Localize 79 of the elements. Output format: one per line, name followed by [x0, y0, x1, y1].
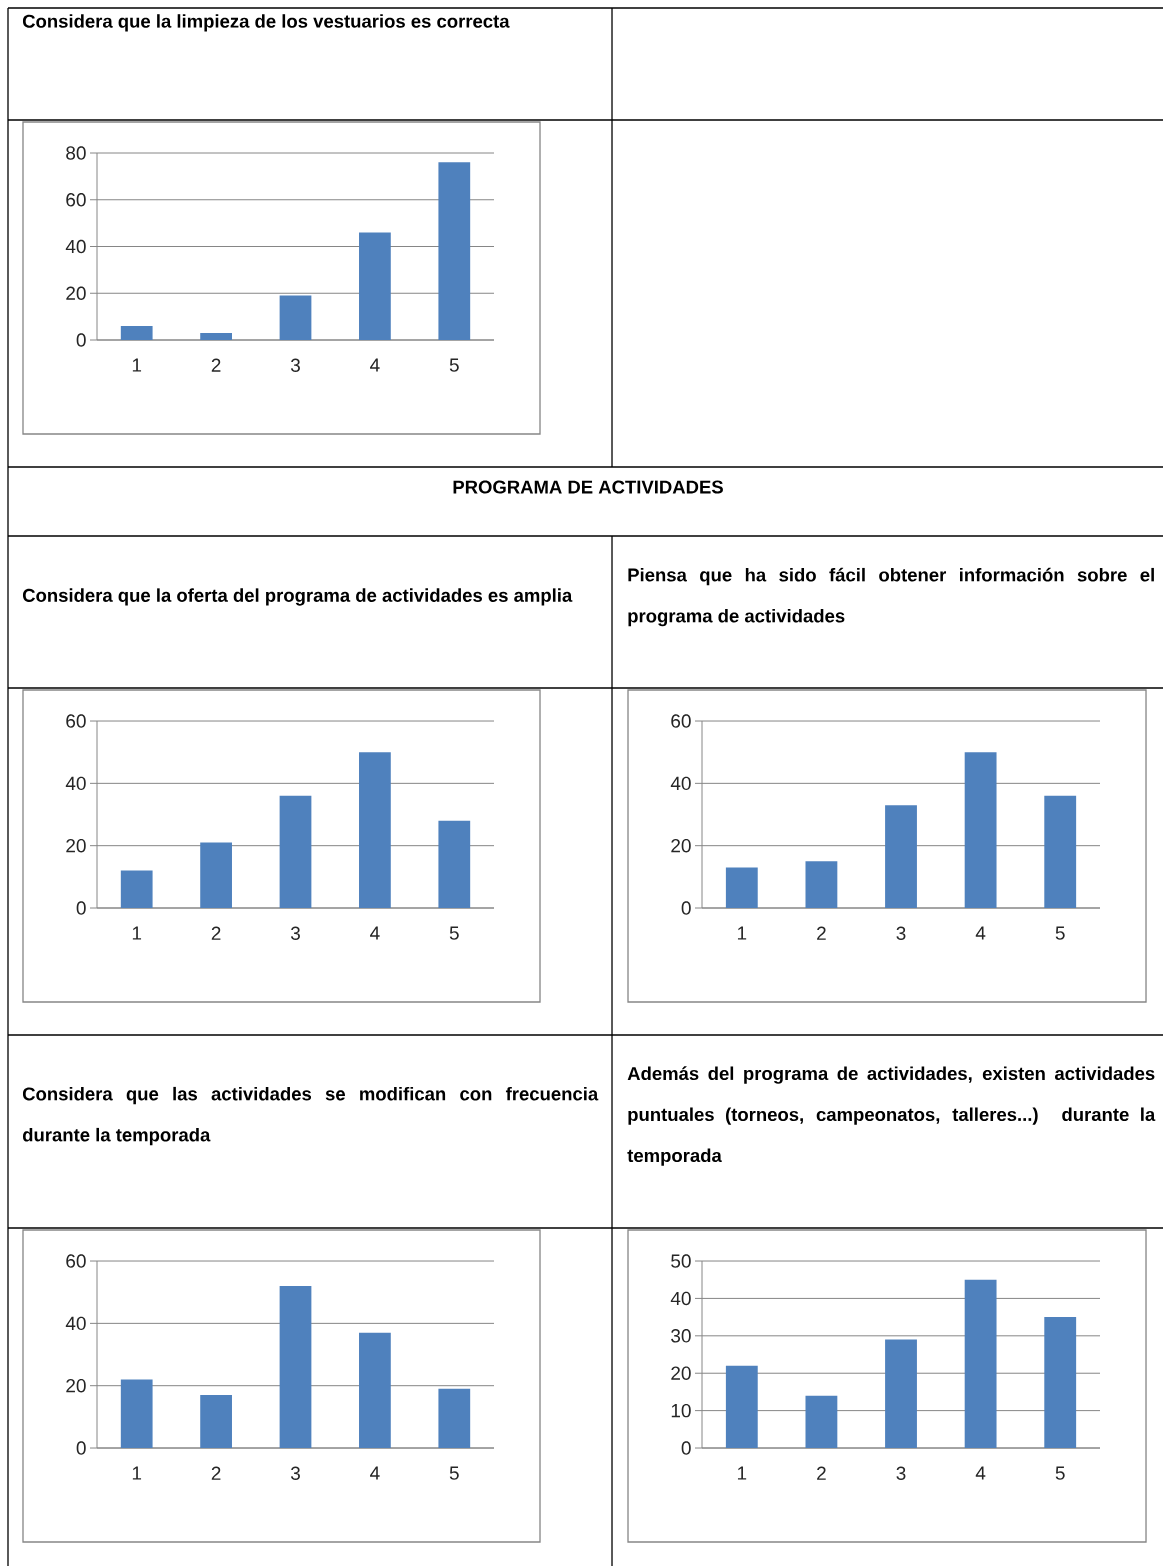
y-tick-label: 60: [66, 1254, 86, 1268]
y-tick-label: 50: [671, 1254, 691, 1268]
x-tick-label: 1: [132, 358, 142, 372]
bar: [120, 870, 153, 909]
bar: [359, 752, 391, 909]
chart-title: Además del programa de actividades, existen actividades puntuales (torneos, campeonatos, talleres...) durante la temporada: [627, 1066, 1156, 1166]
x-tick-label: 4: [975, 926, 986, 940]
bar: [805, 1395, 838, 1449]
x-tick-label: 3: [290, 926, 300, 940]
x-tick-label: 3: [896, 926, 906, 940]
x-tick-label: 2: [211, 358, 221, 372]
x-tick-label: 3: [290, 1466, 300, 1480]
y-tick-label: 0: [681, 901, 691, 915]
bar: [885, 805, 917, 909]
x-tick-label: 4: [975, 1466, 986, 1480]
bar: [279, 1285, 312, 1449]
y-tick-label: 60: [66, 714, 86, 728]
y-tick-label: 20: [671, 838, 691, 853]
y-tick-label: 30: [671, 1329, 691, 1343]
x-tick-label: 1: [737, 926, 747, 940]
y-tick-label: 60: [671, 714, 691, 728]
x-tick-label: 5: [449, 1466, 459, 1480]
y-tick-label: 40: [65, 776, 86, 791]
bar: [359, 232, 391, 340]
bar: [438, 1388, 471, 1449]
bar: [438, 820, 471, 909]
x-tick-label: 5: [449, 358, 459, 372]
x-tick-label: 2: [817, 1466, 826, 1480]
bar: [279, 295, 312, 340]
bar: [885, 1339, 917, 1449]
y-tick-label: 0: [76, 1441, 86, 1455]
x-tick-label: 3: [290, 358, 300, 372]
y-tick-label: 20: [66, 838, 86, 853]
chart-title: Piensa que ha sido fácil obtener información sobre el programa de actividades: [628, 567, 1154, 627]
y-tick-label: 80: [66, 146, 86, 160]
y-tick-label: 20: [671, 1366, 691, 1380]
y-tick-label: 20: [66, 286, 86, 300]
bar: [725, 1365, 758, 1449]
x-tick-label: 2: [211, 926, 221, 940]
chart-title: Considera que la limpieza de los vestuarios es correcta: [22, 14, 510, 32]
bar: [200, 1395, 232, 1449]
y-tick-label: 20: [66, 1378, 86, 1393]
bar: [279, 795, 312, 909]
text: PROGRAMA DE ACTIVIDADES: [453, 480, 723, 494]
y-tick-label: 0: [681, 1441, 691, 1455]
y-tick-label: 0: [76, 901, 86, 915]
x-tick-label: 4: [370, 1466, 380, 1480]
bar: [359, 1332, 391, 1449]
bar: [200, 842, 232, 909]
bar: [964, 1279, 997, 1449]
bar: [805, 861, 838, 909]
x-tick-label: 1: [737, 1466, 747, 1480]
chart-title: Considera que la oferta del programa de actividades es amplia: [22, 588, 573, 606]
bar: [1044, 795, 1077, 909]
y-tick-label: 40: [670, 776, 691, 791]
bar: [438, 162, 471, 340]
x-tick-label: 2: [817, 926, 826, 940]
bar: [725, 867, 758, 909]
bar: [200, 332, 232, 340]
y-tick-label: 40: [65, 1316, 86, 1331]
bar: [120, 1379, 153, 1449]
x-tick-label: 1: [132, 926, 142, 940]
bar: [1044, 1317, 1077, 1449]
x-tick-label: 4: [370, 926, 380, 940]
x-tick-label: 5: [1055, 926, 1065, 940]
y-tick-label: 40: [65, 239, 86, 254]
bar: [964, 752, 997, 909]
y-tick-label: 40: [670, 1291, 691, 1306]
x-tick-label: 5: [449, 926, 459, 940]
chart-title: Considera que las actividades se modifican con frecuencia durante la temporada: [22, 1086, 599, 1146]
x-tick-label: 4: [370, 358, 380, 372]
y-tick-label: 60: [66, 193, 86, 207]
x-tick-label: 2: [211, 1466, 221, 1480]
x-tick-label: 5: [1055, 1466, 1065, 1480]
x-tick-label: 3: [896, 1466, 906, 1480]
x-tick-label: 1: [132, 1466, 142, 1480]
bar: [120, 325, 153, 340]
y-tick-label: 0: [76, 333, 86, 347]
y-tick-label: 10: [671, 1403, 691, 1418]
